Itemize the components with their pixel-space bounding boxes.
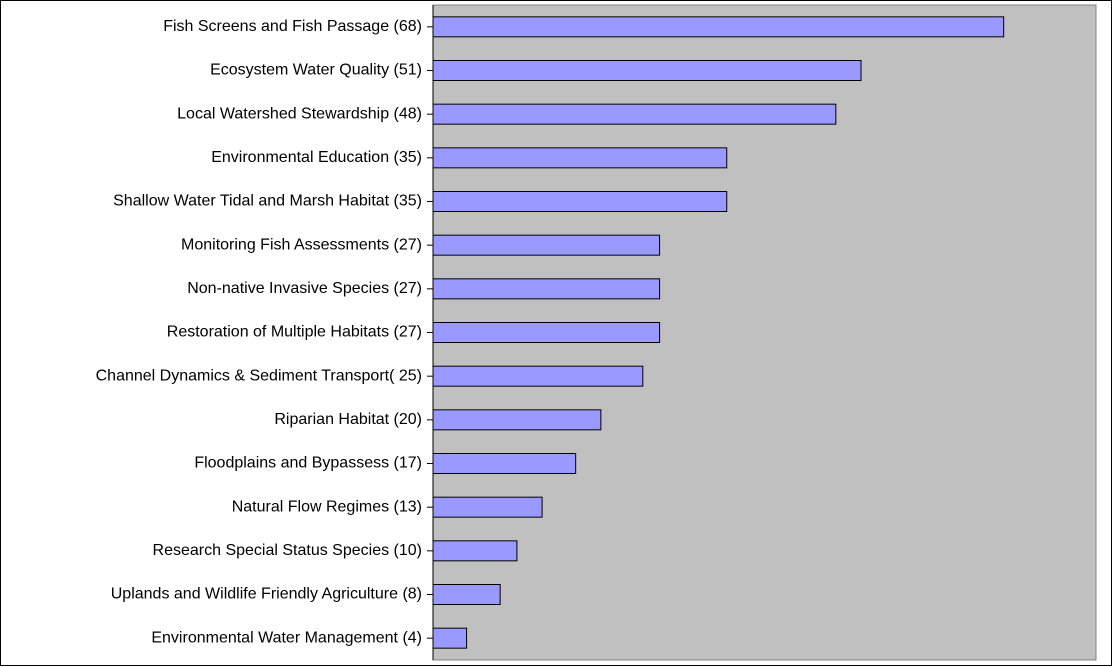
bar — [432, 584, 501, 605]
bar — [432, 103, 837, 125]
bar — [432, 16, 1005, 38]
category-label: Floodplains and Bypassess (17) — [194, 455, 422, 472]
bar — [432, 365, 644, 387]
category-label: Uplands and Wildlife Friendly Agricultur… — [111, 586, 422, 603]
category-label: Channel Dynamics & Sediment Transport( 2… — [96, 367, 422, 384]
category-label: Shallow Water Tidal and Marsh Habitat (3… — [113, 193, 422, 210]
category-label: Research Special Status Species (10) — [153, 542, 422, 559]
bar — [432, 60, 862, 81]
bar — [432, 191, 728, 212]
bar — [432, 627, 468, 649]
category-label: Ecosystem Water Quality (51) — [210, 62, 422, 79]
bar — [432, 322, 661, 343]
bar — [432, 496, 543, 518]
category-label: Non-native Invasive Species (27) — [187, 280, 422, 297]
category-label: Riparian Habitat (20) — [274, 411, 422, 428]
bar — [432, 147, 728, 169]
category-label: Monitoring Fish Assessments (27) — [181, 236, 422, 253]
bar — [432, 278, 661, 300]
bar — [432, 453, 577, 474]
category-label: Local Watershed Stewardship (48) — [177, 105, 422, 122]
category-label: Environmental Water Management (4) — [151, 629, 422, 646]
category-label: Natural Flow Regimes (13) — [232, 498, 422, 515]
bar — [432, 540, 518, 562]
bar — [432, 234, 661, 256]
category-label: Environmental Education (35) — [211, 149, 422, 166]
category-label: Restoration of Multiple Habitats (27) — [167, 324, 422, 341]
bar — [432, 409, 602, 431]
category-label: Fish Screens and Fish Passage (68) — [163, 18, 422, 35]
